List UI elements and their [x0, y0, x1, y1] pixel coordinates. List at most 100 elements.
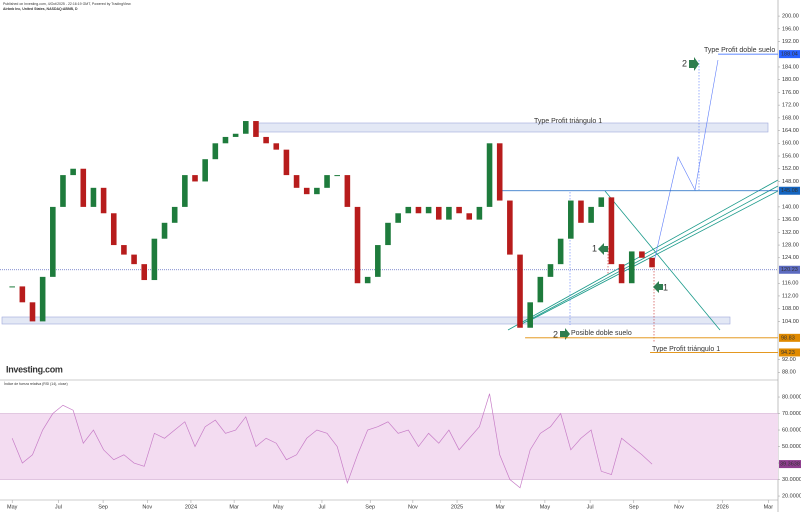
candle	[314, 187, 320, 195]
y-tick-label: 192.00	[782, 39, 799, 45]
candle	[476, 206, 483, 220]
candle	[507, 200, 513, 255]
candle	[19, 286, 26, 303]
candle	[537, 276, 544, 303]
candle	[435, 206, 442, 220]
rsi-title: Índice de fuerza relativa (RSI (14), clo…	[4, 382, 68, 386]
annotation: Type Profit triángulo 1	[534, 118, 602, 125]
candle	[293, 175, 300, 188]
x-tick-label: Mar	[764, 504, 774, 510]
arrow-icon	[560, 328, 570, 340]
x-tick-label: Nov	[674, 504, 684, 510]
y-tick-label: 80.0000	[782, 394, 801, 400]
arrow-icon	[689, 57, 699, 71]
y-tick-label: 92.00	[782, 357, 796, 363]
y-tick-label: 30.0000	[782, 477, 801, 483]
candle	[578, 200, 584, 223]
candle	[161, 222, 168, 239]
candle	[131, 254, 137, 265]
y-tick-label: 200.00	[782, 14, 799, 20]
x-tick-label: Mar	[495, 504, 505, 510]
level-tag	[779, 186, 800, 195]
y-tick-label: 140.00	[782, 204, 799, 210]
level-label: 145.08	[781, 188, 798, 194]
arrow-icon	[653, 281, 663, 293]
x-tick-label: May	[7, 504, 18, 510]
value-label: 39.3638	[780, 462, 800, 468]
candle	[568, 200, 574, 239]
candle	[415, 206, 422, 214]
y-tick-label: 196.00	[782, 26, 799, 32]
x-tick-label: Mar	[229, 504, 239, 510]
candle	[395, 213, 401, 223]
candle	[29, 302, 36, 322]
candle	[608, 197, 615, 265]
candle	[121, 245, 127, 255]
x-tick-label: Jul	[318, 504, 325, 510]
candle	[182, 175, 188, 207]
arrow-icon	[598, 243, 608, 255]
y-tick-label: 108.00	[782, 306, 799, 312]
candle	[90, 187, 97, 207]
y-tick-label: 132.00	[782, 230, 799, 236]
y-tick-label: 168.00	[782, 115, 799, 121]
y-tick-label: 128.00	[782, 243, 799, 249]
candle	[517, 254, 523, 328]
y-tick-label: 70.0000	[782, 411, 801, 417]
candle	[242, 121, 249, 134]
candle	[202, 159, 208, 182]
candle	[141, 264, 148, 281]
candle	[598, 197, 605, 207]
y-tick-label: 50.0000	[782, 444, 801, 450]
annotation: Type Profit doble suelo	[704, 47, 775, 54]
candle	[385, 222, 391, 246]
x-tick-label: Nov	[408, 504, 418, 510]
candle	[618, 264, 625, 284]
candle	[557, 238, 564, 265]
y-tick-label: 160.00	[782, 141, 799, 147]
y-tick-label: 124.00	[782, 255, 799, 261]
candle	[151, 238, 158, 281]
annotation: 1	[663, 282, 668, 292]
y-tick-label: 148.00	[782, 179, 799, 185]
annotation: 2	[553, 329, 558, 339]
candle	[263, 136, 269, 144]
level-label: 120.23	[781, 267, 798, 273]
y-tick-label: 88.00	[782, 370, 796, 376]
y-tick-label: 156.00	[782, 153, 799, 159]
candle	[334, 175, 340, 177]
x-tick-label: Jul	[55, 504, 62, 510]
level-label: 98.83	[781, 335, 795, 341]
candle	[466, 213, 473, 220]
candle	[222, 136, 229, 144]
candle	[486, 143, 493, 207]
y-tick-label: 136.00	[782, 217, 799, 223]
candle	[9, 286, 15, 288]
candle	[283, 149, 290, 176]
y-tick-label: 180.00	[782, 77, 799, 83]
candle	[456, 206, 462, 214]
candle	[50, 206, 56, 277]
candle	[344, 175, 351, 207]
x-tick-label: 2026	[717, 504, 729, 510]
x-tick-label: May	[540, 504, 551, 510]
candle	[171, 206, 178, 223]
y-tick-label: 60.0000	[782, 427, 801, 433]
y-tick-label: 172.00	[782, 103, 799, 109]
candle	[60, 175, 66, 207]
annotation: Type Profit triángulo 1	[652, 346, 720, 353]
level-tag	[779, 50, 800, 59]
candle	[80, 168, 87, 207]
x-tick-label: 2024	[185, 504, 197, 510]
candle	[588, 206, 594, 223]
instrument: Airbnb Inc, United States, NASDAQ:ABNB, …	[3, 7, 78, 11]
candle	[354, 206, 361, 284]
y-tick-label: 116.00	[782, 281, 798, 287]
level-label: 94.23	[781, 350, 795, 356]
rsi-line	[11, 393, 653, 489]
level-tag	[779, 333, 800, 342]
y-tick-label: 184.00	[782, 64, 799, 70]
x-tick-label: 2025	[451, 504, 463, 510]
value-tag	[779, 460, 801, 469]
x-tick-label: Jul	[587, 504, 594, 510]
